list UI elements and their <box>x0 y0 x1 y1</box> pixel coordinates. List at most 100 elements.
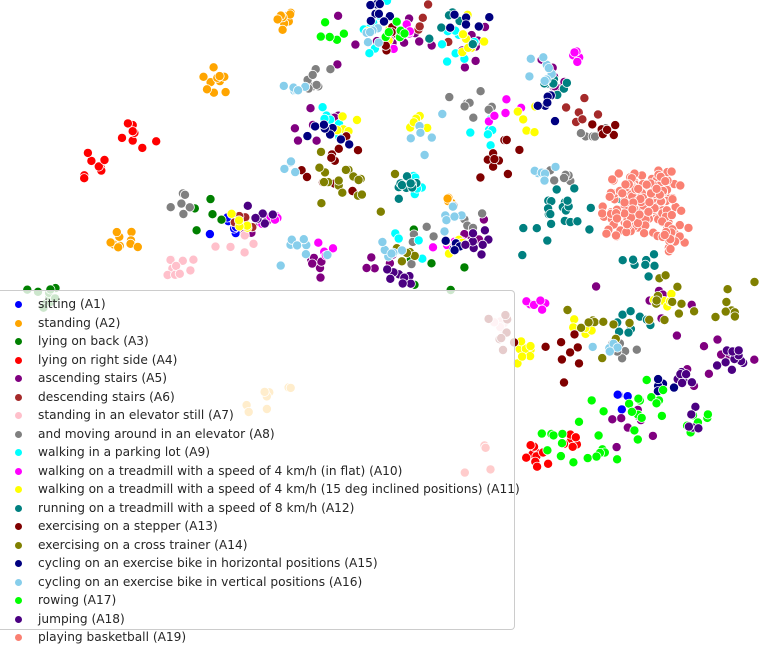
data-point <box>686 409 697 420</box>
data-point <box>543 63 554 74</box>
data-point <box>572 342 583 353</box>
data-point <box>137 142 148 153</box>
data-point <box>597 208 608 219</box>
data-point <box>301 171 312 182</box>
data-point <box>396 180 407 191</box>
legend-label: lying on right side (A4) <box>38 352 178 367</box>
data-point <box>562 195 573 206</box>
data-point <box>122 118 133 129</box>
data-point <box>542 235 553 246</box>
data-point <box>441 215 452 226</box>
legend-label: ascending stairs (A5) <box>38 371 168 385</box>
data-point <box>535 295 546 306</box>
data-point <box>607 414 618 425</box>
data-point <box>625 306 636 317</box>
legend-item: cycling on an exercise bike in vertical … <box>0 573 514 592</box>
data-point <box>583 317 594 328</box>
data-point <box>651 295 662 306</box>
data-point <box>660 270 671 281</box>
data-point <box>673 308 684 319</box>
data-point <box>710 311 721 322</box>
data-point <box>572 56 583 67</box>
series-12-points <box>393 7 660 338</box>
data-point <box>338 28 349 39</box>
data-point <box>421 221 432 232</box>
data-point <box>593 430 604 441</box>
data-point <box>105 237 116 248</box>
data-point <box>569 329 580 340</box>
data-point <box>562 304 573 315</box>
data-point <box>378 16 389 27</box>
data-point <box>351 115 362 126</box>
data-point <box>442 193 453 204</box>
data-point <box>483 104 494 115</box>
data-point <box>643 271 654 282</box>
data-point <box>459 62 470 73</box>
data-point <box>612 213 623 224</box>
data-point <box>577 114 588 125</box>
data-point <box>397 278 408 289</box>
data-point <box>543 458 554 469</box>
data-point <box>445 22 456 33</box>
data-point <box>99 154 110 165</box>
legend-label: walking on a treadmill with a speed of 4… <box>38 463 403 478</box>
data-point <box>324 32 335 43</box>
data-point <box>712 360 723 371</box>
data-point <box>570 432 581 443</box>
data-point <box>311 135 322 146</box>
data-point <box>623 327 634 338</box>
data-point <box>314 162 325 173</box>
data-point <box>373 37 384 48</box>
data-point <box>467 39 478 50</box>
data-point <box>257 208 268 219</box>
data-point <box>749 276 760 287</box>
data-point <box>616 413 627 424</box>
data-point <box>677 377 688 388</box>
data-point <box>561 77 572 88</box>
data-point <box>649 249 660 260</box>
data-point <box>332 59 343 70</box>
legend-item: cycling on an exercise bike in horizonta… <box>0 554 514 573</box>
legend-item: walking in a parking lot (A9) <box>0 443 514 462</box>
data-point <box>307 69 318 80</box>
data-point <box>214 71 225 82</box>
data-point <box>373 8 384 19</box>
data-point <box>333 10 344 21</box>
data-point <box>239 247 250 258</box>
data-point <box>555 451 566 462</box>
data-point <box>449 211 460 222</box>
data-point <box>132 241 143 252</box>
data-point <box>545 209 556 220</box>
data-point <box>444 92 455 103</box>
data-point <box>629 425 640 436</box>
legend-label: cycling on an exercise bike in horizonta… <box>38 556 378 570</box>
data-point <box>521 125 532 136</box>
data-point <box>362 37 373 48</box>
data-point <box>576 322 587 333</box>
data-point <box>361 262 372 273</box>
data-point <box>729 311 740 322</box>
data-point <box>365 27 376 38</box>
data-point <box>517 351 528 362</box>
data-point <box>671 330 682 341</box>
data-point <box>628 254 639 265</box>
legend-marker-icon <box>15 615 22 623</box>
data-point <box>315 31 326 42</box>
data-point <box>311 79 322 90</box>
data-point <box>113 242 124 253</box>
data-point <box>207 209 218 220</box>
data-point <box>414 21 425 32</box>
data-point <box>639 228 650 239</box>
data-point <box>165 202 176 213</box>
data-point <box>690 401 701 412</box>
data-point <box>350 39 361 50</box>
data-point <box>374 0 385 9</box>
data-point <box>556 337 567 348</box>
data-point <box>689 306 700 317</box>
legend-item: standing (A2) <box>0 314 514 333</box>
data-point <box>327 243 338 254</box>
data-point <box>518 223 529 234</box>
legend-item: standing in an elevator still (A7) <box>0 406 514 425</box>
data-point <box>548 430 559 441</box>
data-point <box>293 85 304 96</box>
